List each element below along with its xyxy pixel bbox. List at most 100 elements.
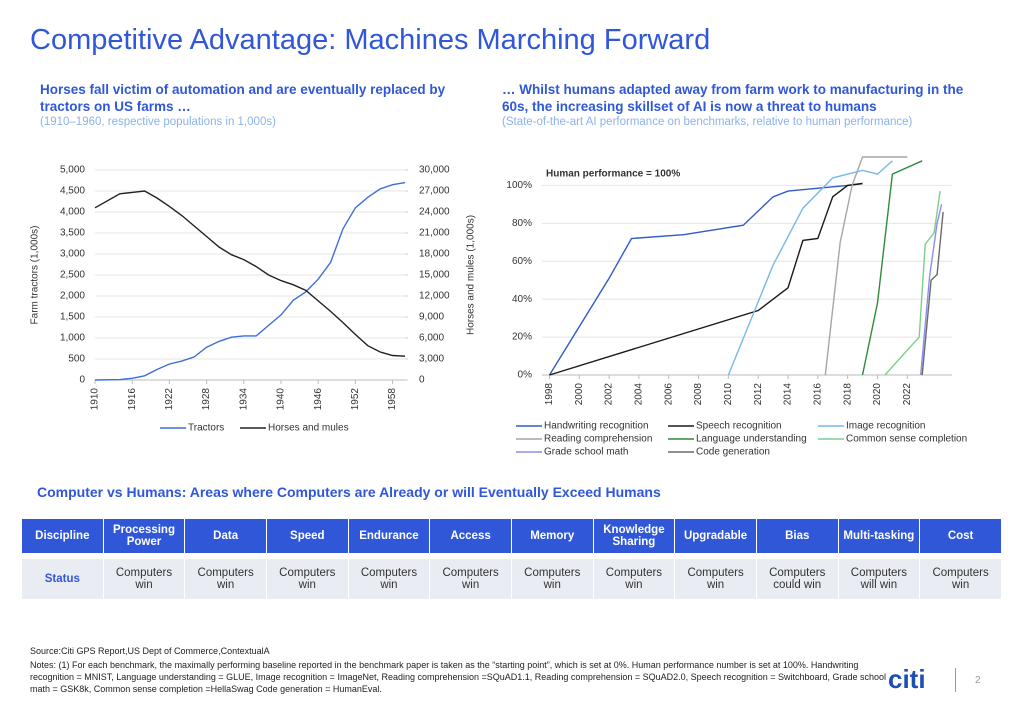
- x-tick-label: 2002: [604, 383, 615, 406]
- cell: Computers could win: [756, 553, 839, 599]
- separator: [955, 668, 956, 692]
- x-tick-label: 2008: [693, 383, 704, 406]
- x-tick-label: 2018: [842, 383, 853, 406]
- table: Discipline Processing Power Data Speed Endur…: [22, 519, 1002, 599]
- x-tick-label: 2016: [812, 383, 823, 406]
- y2-tick-label: 21,000: [419, 228, 450, 239]
- x-tick-label: 1946: [313, 388, 324, 411]
- header-cell: Multi-tasking: [838, 519, 921, 553]
- cell: Computers will win: [838, 553, 921, 599]
- header-cell: Memory: [511, 519, 594, 553]
- y-tick-label: 3,000: [60, 249, 85, 260]
- chart-subtitle: (State-of-the-art AI performance on benc…: [502, 116, 913, 128]
- x-tick-label: 2006: [663, 383, 674, 406]
- page-number: 2: [975, 675, 981, 686]
- y2-tick-label: 9,000: [419, 312, 444, 323]
- logo: citi: [888, 664, 926, 694]
- y-tick-label: 2,000: [60, 291, 85, 302]
- y2-tick-label: 15,000: [419, 270, 450, 281]
- y-tick-label: 40%: [512, 294, 532, 305]
- charts: 0 500 1,000 1,500 2,000 2,500 3,000 3,500 4,000 4…: [30, 156, 967, 458]
- y2-tick-label: 6,000: [419, 333, 444, 344]
- chart-title: Horses fall victim of automation and are…: [40, 82, 446, 114]
- y-tick-label: 500: [68, 354, 85, 365]
- header-cell: Discipline: [22, 519, 104, 553]
- header-cell: Data: [185, 519, 267, 553]
- header-cell: Speed: [266, 519, 349, 553]
- header-cell: Knowledge Sharing: [593, 519, 676, 553]
- y-tick-label: 0%: [518, 370, 533, 381]
- y-tick-label: 60%: [512, 256, 532, 267]
- cell: Computers win: [675, 553, 757, 599]
- y-tick-label: 1,500: [60, 312, 85, 323]
- x-tick-label: 1928: [201, 388, 212, 411]
- line-series: [548, 182, 863, 376]
- x-tick-label: 1958: [387, 388, 398, 411]
- cell: Computers win: [511, 553, 594, 599]
- y2-tick-label: 24,000: [419, 207, 450, 218]
- line-series: [94, 190, 406, 357]
- cell: Computers win: [430, 553, 512, 599]
- line-series: [921, 211, 944, 376]
- y2-tick-label: 27,000: [419, 186, 450, 197]
- x-tick-label: 1922: [164, 388, 175, 411]
- x-tick-label: 2022: [902, 383, 913, 406]
- header-cell: Cost: [920, 519, 1002, 553]
- legend-label: Horses and mules: [268, 423, 349, 434]
- legend-label: Reading comprehension: [544, 434, 652, 445]
- source: Source:Citi GPS Report,US Dept of Commer…: [30, 646, 270, 656]
- header-cell: Endurance: [348, 519, 431, 553]
- cell: Computers win: [185, 553, 267, 599]
- cell: Computers win: [103, 553, 186, 599]
- table-row: Discipline Processing Power Data Speed Endur…: [22, 519, 1002, 553]
- y2-tick-label: 0: [419, 375, 425, 386]
- y-tick-label: 1,000: [60, 333, 85, 344]
- header-cell: Processing Power: [103, 519, 186, 553]
- x-tick-label: 1910: [90, 388, 101, 411]
- annotation: Human performance = 100%: [546, 169, 680, 180]
- line-series: [920, 204, 943, 376]
- x-tick-label: 2014: [783, 383, 794, 406]
- x-tick-label: 1916: [127, 388, 138, 411]
- legend-label: Grade school math: [544, 447, 629, 458]
- y-tick-label: 2,500: [60, 270, 85, 281]
- line-series: [727, 160, 893, 376]
- legend-label: Handwriting recognition: [544, 421, 649, 432]
- y2-tick-label: 3,000: [419, 354, 444, 365]
- header-cell: Bias: [756, 519, 839, 553]
- y-tick-label: 4,000: [60, 207, 85, 218]
- table-row: Status Computers win Computers win Computer…: [22, 553, 1002, 599]
- y-tick-label: 3,500: [60, 228, 85, 239]
- cell: Computers win: [920, 553, 1002, 599]
- legend-label: Tractors: [188, 423, 224, 434]
- header-cell: Access: [430, 519, 512, 553]
- legend-label: Language understanding: [696, 434, 807, 445]
- x-tick-label: 1952: [350, 388, 361, 411]
- legend-label: Image recognition: [846, 421, 926, 432]
- cell: Computers win: [266, 553, 349, 599]
- line-series: [94, 181, 406, 381]
- cell: Status: [22, 553, 104, 599]
- x-tick-label: 1998: [544, 383, 555, 406]
- x-tick-label: 2012: [753, 383, 764, 406]
- legend-label: Speech recognition: [696, 421, 782, 432]
- header-cell: Upgradable: [675, 519, 757, 553]
- x-tick-label: 1940: [276, 388, 287, 411]
- line-series: [824, 156, 908, 376]
- y-tick-label: 4,500: [60, 186, 85, 197]
- legend-label: Common sense completion: [846, 434, 967, 445]
- y2-axis-label: Horses and mules (1,000s): [466, 215, 477, 335]
- slide-title: Competitive Advantage: Machines Marching…: [30, 24, 711, 56]
- cell: Computers win: [593, 553, 676, 599]
- y2-tick-label: 12,000: [419, 291, 450, 302]
- y2-tick-label: 18,000: [419, 249, 450, 260]
- y-axis-label: Farm tractors (1,000s): [30, 226, 41, 325]
- cell: Computers win: [348, 553, 431, 599]
- y-tick-label: 5,000: [60, 165, 85, 176]
- y-tick-label: 100%: [506, 180, 532, 191]
- line-series: [549, 182, 863, 376]
- notes: Notes: (1) For each benchmark, the maxim…: [30, 660, 887, 694]
- x-tick-label: 1934: [238, 388, 249, 411]
- x-tick-label: 2004: [634, 383, 645, 406]
- x-tick-label: 2020: [872, 383, 883, 406]
